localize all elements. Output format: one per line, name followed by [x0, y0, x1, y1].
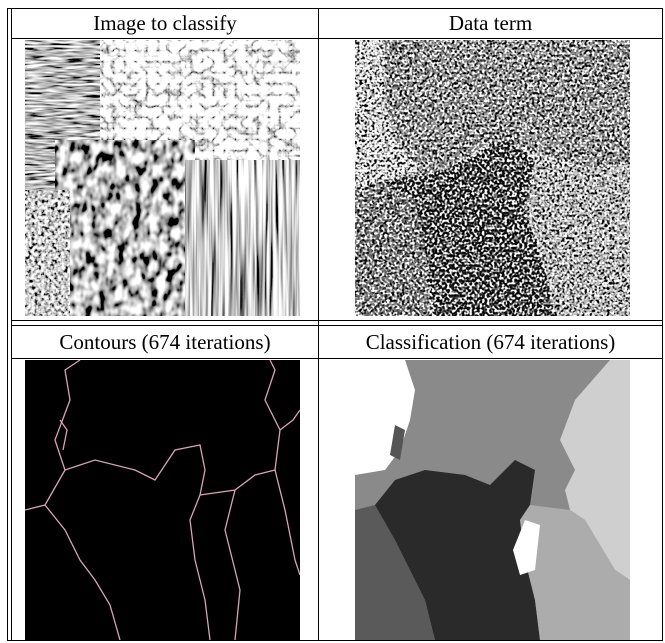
border	[11, 8, 12, 640]
border	[11, 325, 663, 326]
border	[7, 8, 8, 640]
border	[7, 640, 663, 641]
border	[318, 8, 319, 640]
data-term-image	[355, 40, 630, 316]
border	[662, 8, 663, 640]
figure: Image to classify Data term Contours (67…	[0, 0, 665, 643]
noise	[355, 40, 630, 316]
texture-image	[25, 40, 300, 316]
background	[25, 360, 300, 640]
texture	[185, 160, 300, 316]
border	[11, 38, 663, 39]
cell-header: Contours (674 iterations)	[12, 327, 318, 357]
cell-header: Classification (674 iterations)	[319, 327, 662, 357]
cell-header: Data term	[319, 8, 662, 38]
border	[11, 320, 663, 321]
border	[11, 358, 663, 359]
classification-image	[355, 360, 630, 640]
contours-image	[25, 360, 300, 640]
texture	[55, 140, 195, 316]
cell-header: Image to classify	[12, 8, 318, 38]
